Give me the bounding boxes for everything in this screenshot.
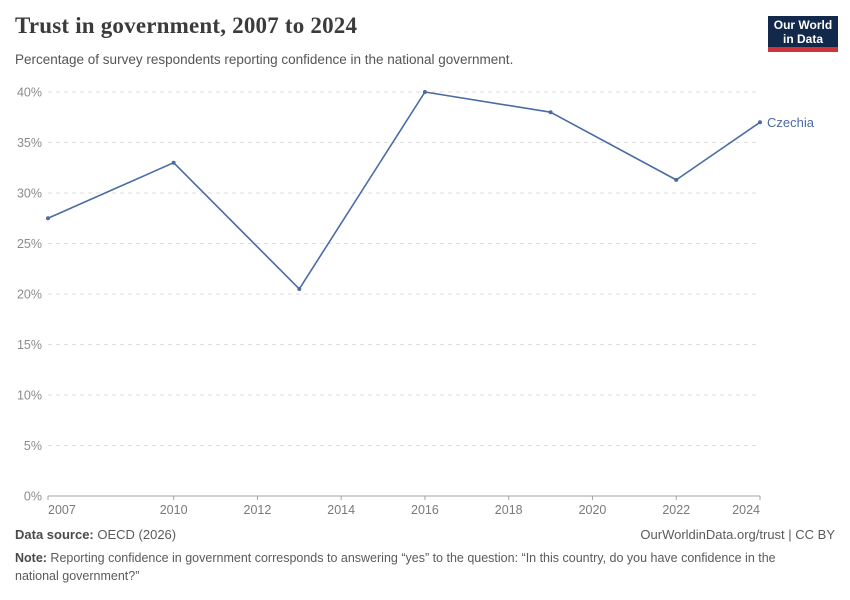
x-tick-label: 2024 — [732, 503, 760, 517]
y-tick-label: 35% — [17, 136, 42, 150]
chart-footer: Data source: OECD (2026) OurWorldinData.… — [15, 527, 835, 585]
y-tick-label: 25% — [17, 237, 42, 251]
y-tick-label: 15% — [17, 338, 42, 352]
y-tick-label: 10% — [17, 389, 42, 403]
note-text: Reporting confidence in government corre… — [15, 551, 776, 584]
data-point[interactable] — [46, 216, 50, 221]
series-end-label: Czechia — [767, 115, 815, 130]
series-line[interactable] — [47, 91, 761, 290]
data-point[interactable] — [548, 110, 553, 115]
x-tick-label: 2007 — [48, 503, 76, 517]
y-tick-label: 30% — [17, 187, 42, 201]
x-tick-label: 2020 — [579, 503, 607, 517]
data-point[interactable] — [674, 177, 679, 182]
y-tick-label: 5% — [24, 439, 42, 453]
x-tick-label: 2014 — [327, 503, 355, 517]
footer-source-row: Data source: OECD (2026) OurWorldinData.… — [15, 527, 835, 542]
data-point[interactable] — [297, 286, 302, 291]
x-tick-label: 2022 — [662, 503, 690, 517]
data-point[interactable] — [171, 160, 176, 165]
note-label: Note: — [15, 551, 47, 565]
y-tick-label: 0% — [24, 490, 42, 504]
chart-subtitle: Percentage of survey respondents reporti… — [15, 52, 514, 67]
y-tick-label: 40% — [17, 86, 42, 100]
owid-logo-line2: in Data — [782, 32, 823, 46]
data-point[interactable] — [422, 90, 427, 94]
owid-logo-line1: Our World — [773, 18, 833, 32]
data-source: Data source: OECD (2026) — [15, 527, 176, 542]
x-tick-label: 2012 — [244, 503, 272, 517]
data-point[interactable] — [758, 120, 762, 125]
y-tick-label: 20% — [17, 288, 42, 302]
owid-logo[interactable]: Our World in Data — [768, 16, 838, 52]
data-source-label: Data source: — [15, 527, 94, 542]
chart-title: Trust in government, 2007 to 2024 — [15, 13, 358, 38]
x-tick-label: 2010 — [160, 503, 188, 517]
data-source-value: OECD (2026) — [93, 527, 177, 542]
x-tick-label: 2016 — [411, 503, 439, 517]
footer-note: Note: Reporting confidence in government… — [15, 549, 805, 585]
line-chart[interactable]: 0% 5% 10% 15% 20% 25% 30% 35% 40% 2007 2010 2012 201… — [0, 80, 850, 520]
x-tick-label: 2018 — [495, 503, 523, 517]
owid-url-link[interactable]: OurWorldinData.org/trust | CC BY — [640, 527, 835, 542]
